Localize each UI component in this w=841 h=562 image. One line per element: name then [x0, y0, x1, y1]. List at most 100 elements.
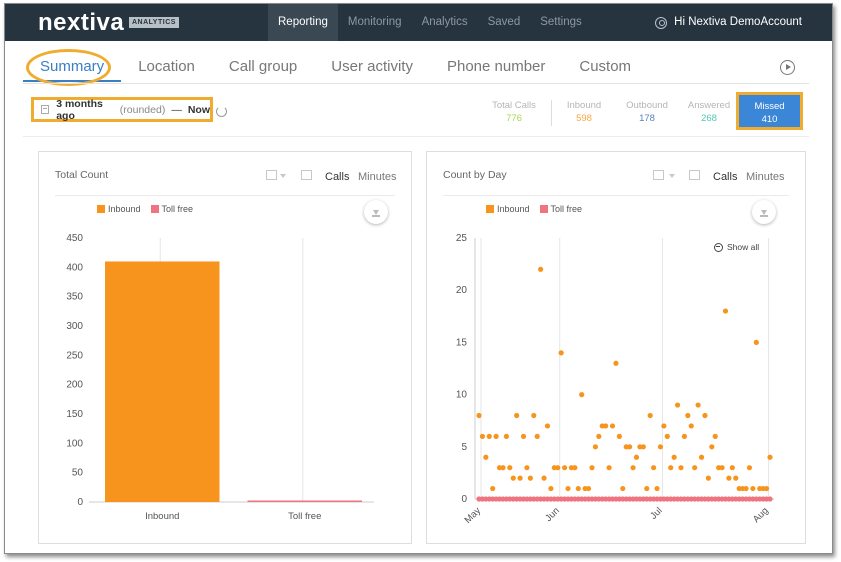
point-inbound [709, 444, 715, 450]
point-inbound [743, 485, 749, 492]
stat-missed[interactable]: Missed 410 [736, 92, 803, 130]
point-inbound [698, 454, 705, 460]
chart-type-icon[interactable] [266, 170, 277, 180]
main-nav: Reporting Monitoring Analytics Saved Set… [268, 4, 592, 41]
point-inbound [671, 454, 677, 460]
legend-label: Inbound [497, 204, 530, 214]
stat-value: 598 [576, 113, 592, 124]
unit-calls-toggle[interactable]: Calls [713, 171, 738, 183]
play-icon[interactable] [780, 60, 795, 75]
chevron-down-icon[interactable] [280, 174, 286, 178]
stat-answered[interactable]: Answered 268 [681, 99, 737, 125]
point-inbound [606, 465, 612, 471]
download-icon[interactable] [364, 200, 388, 224]
point-inbound [603, 423, 609, 429]
stat-total-calls[interactable]: Total Calls 776 [487, 99, 541, 125]
logo: nextiva [38, 9, 125, 36]
zoom-out-icon [714, 242, 723, 252]
nav-reporting[interactable]: Reporting [268, 4, 338, 41]
point-inbound [661, 423, 667, 429]
export-icon[interactable] [301, 170, 312, 180]
tab-call-group[interactable]: Call group [228, 58, 298, 75]
app-window: nextiva ANALYTICS Reporting Monitoring A… [4, 3, 833, 554]
point-inbound [620, 485, 626, 492]
point-inbound [763, 485, 770, 492]
point-inbound [668, 465, 674, 471]
point-inbound [664, 433, 670, 439]
y-tick-label: 150 [66, 409, 83, 420]
tab-location[interactable]: Location [138, 58, 195, 75]
bar-toll-free [247, 500, 362, 502]
point-inbound [572, 465, 578, 471]
tabs-divider [23, 83, 809, 84]
show-all-button[interactable]: Show all [714, 242, 759, 252]
refresh-icon[interactable] [216, 106, 227, 117]
legend-item-inbound[interactable]: Inbound [97, 204, 141, 214]
nav-analytics[interactable]: Analytics [421, 16, 468, 28]
point-inbound [558, 350, 564, 356]
y-tick-label: 400 [66, 262, 83, 273]
legend-item-inbound[interactable]: Inbound [486, 204, 530, 214]
unit-calls-toggle[interactable]: Calls [325, 171, 350, 183]
stat-value: 268 [701, 113, 717, 124]
unit-minutes-toggle[interactable]: Minutes [746, 171, 785, 183]
point-inbound [702, 412, 708, 419]
y-tick-label: 25 [456, 233, 468, 244]
y-tick-label: 200 [66, 380, 83, 391]
chart-type-icon[interactable] [653, 170, 664, 180]
tab-custom[interactable]: Custom [579, 58, 632, 75]
chart-legend: Inbound Toll free [97, 204, 193, 214]
point-inbound [503, 433, 509, 439]
point-inbound [647, 412, 653, 419]
nav-saved[interactable]: Saved [487, 16, 521, 28]
stat-value: 776 [506, 113, 522, 124]
point-inbound [654, 485, 660, 492]
y-tick-label: 5 [461, 442, 467, 453]
point-inbound [657, 444, 664, 450]
unit-minutes-toggle[interactable]: Minutes [358, 171, 397, 183]
legend-item-tollfree[interactable]: Toll free [150, 204, 193, 214]
nav-settings[interactable]: Settings [540, 16, 582, 28]
total-count-chart: 0 50 100 150 200 250 300 350 400 450 Inbound Toll f… [66, 233, 374, 522]
stat-outbound[interactable]: Outbound 178 [617, 99, 677, 125]
date-range-picker[interactable]: 3 months ago (rounded) — Now [31, 97, 213, 122]
legend-item-tollfree[interactable]: Toll free [539, 204, 582, 214]
legend-swatch [539, 205, 548, 213]
point-inbound [544, 423, 551, 429]
point-inbound [681, 433, 688, 439]
tab-summary[interactable]: Summary [23, 54, 122, 82]
point-inbound [534, 433, 540, 439]
stat-inbound[interactable]: Inbound 598 [558, 99, 610, 125]
point-inbound [493, 433, 499, 439]
point-inbound [589, 465, 595, 471]
download-icon[interactable] [752, 200, 776, 224]
export-icon[interactable] [689, 170, 700, 180]
point-inbound [479, 433, 486, 439]
point-inbound [548, 485, 554, 492]
point-inbound [616, 433, 622, 439]
point-inbound [527, 475, 533, 481]
point-inbound [750, 485, 756, 492]
point-inbound [514, 412, 520, 419]
legend-label: Inbound [108, 204, 141, 214]
chevron-down-icon[interactable] [669, 174, 675, 178]
tab-phone-number[interactable]: Phone number [446, 58, 546, 75]
y-tick-label: 350 [66, 292, 83, 303]
legend-swatch [97, 205, 105, 213]
point-inbound [627, 444, 633, 450]
point-inbound [565, 485, 571, 492]
account-menu[interactable]: Hi Nextiva DemoAccount [655, 4, 802, 41]
point-inbound [692, 465, 698, 471]
nav-monitoring[interactable]: Monitoring [347, 16, 402, 28]
point-inbound [753, 339, 759, 345]
point-inbound [500, 465, 506, 471]
tab-user-activity[interactable]: User activity [331, 58, 413, 75]
count-by-day-chart: 0 5 10 15 20 25 May Jun Jul Aug [456, 233, 774, 526]
point-inbound [561, 465, 568, 471]
range-separator: — [171, 103, 182, 116]
y-tick-label: 0 [461, 494, 467, 505]
show-all-label: Show all [727, 242, 760, 252]
stat-label: Outbound [626, 100, 668, 111]
point-inbound [490, 485, 496, 492]
panel-title: Total Count [55, 169, 109, 181]
